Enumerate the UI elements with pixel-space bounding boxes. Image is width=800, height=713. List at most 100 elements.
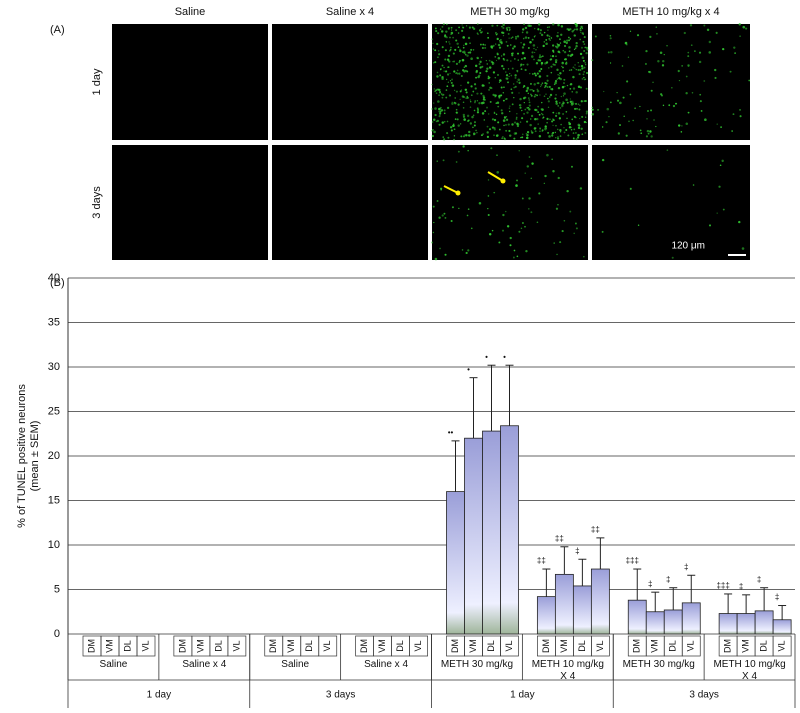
tunel-dot <box>502 135 504 138</box>
tunel-dot <box>434 107 437 110</box>
tunel-dot <box>645 50 648 53</box>
tunel-dot <box>580 31 582 34</box>
tunel-dot <box>446 73 450 76</box>
tunel-dot <box>473 109 476 112</box>
tunel-dot <box>467 81 470 84</box>
tunel-dot <box>561 229 564 233</box>
tunel-dot <box>575 138 578 141</box>
tunel-dot <box>579 86 582 89</box>
tunel-dot <box>467 208 470 210</box>
tunel-dot <box>492 71 496 74</box>
tunel-dot <box>539 29 542 32</box>
tunel-dot <box>649 130 652 133</box>
arrow-head <box>500 178 506 184</box>
tunel-dot <box>456 42 459 45</box>
tunel-dot <box>493 111 495 113</box>
tunel-dot <box>700 110 703 112</box>
tunel-dot <box>446 132 449 135</box>
tunel-dot <box>436 71 439 74</box>
tunel-dot <box>552 118 554 120</box>
tunel-dot <box>524 172 526 174</box>
tunel-dot <box>467 51 470 54</box>
tunel-dot <box>580 127 583 130</box>
tunel-dot <box>440 106 442 109</box>
tunel-dot <box>487 179 490 181</box>
region-label-box <box>772 635 792 657</box>
tunel-dot <box>468 130 471 134</box>
tunel-dot <box>577 133 580 137</box>
x-tick-label: DL <box>122 640 132 652</box>
tunel-dot <box>480 27 482 29</box>
tunel-dot <box>472 126 474 129</box>
tunel-dot <box>444 216 447 219</box>
tunel-dot <box>521 109 523 112</box>
tunel-dot <box>525 31 529 34</box>
tunel-dot <box>522 37 525 40</box>
tunel-dot <box>732 113 735 116</box>
tunel-dot <box>544 86 546 89</box>
tunel-dot <box>474 100 476 102</box>
micrograph <box>432 145 588 260</box>
tunel-dot <box>522 63 525 66</box>
tunel-dot <box>562 82 565 85</box>
micrograph <box>272 24 428 140</box>
tunel-dot <box>439 28 442 30</box>
tunel-dot <box>621 65 624 67</box>
tunel-dot <box>472 90 475 93</box>
tunel-dot <box>505 123 507 126</box>
tunel-dot <box>540 84 543 86</box>
tunel-dot <box>475 129 477 132</box>
tunel-dot <box>557 111 561 115</box>
tunel-dot <box>433 130 436 134</box>
tunel-dot <box>722 47 725 51</box>
tunel-dot <box>559 77 563 81</box>
tunel-dot <box>579 27 582 30</box>
tunel-dot <box>546 121 548 124</box>
tunel-dot <box>528 108 531 111</box>
tunel-dot <box>461 249 464 251</box>
tunel-dot <box>489 100 492 103</box>
region-label-box <box>318 635 338 657</box>
tunel-dot <box>528 72 531 75</box>
tunel-dot <box>585 87 588 90</box>
tunel-dot <box>619 101 622 105</box>
tunel-dot <box>563 44 567 48</box>
tunel-dot <box>442 136 444 138</box>
tunel-dot <box>462 27 465 29</box>
tunel-dot <box>437 88 440 91</box>
tunel-dot <box>443 212 446 215</box>
tunel-dot <box>492 93 495 97</box>
tunel-dot <box>510 37 513 39</box>
micrograph <box>592 24 750 140</box>
tunel-dot <box>434 49 437 52</box>
tunel-dot <box>584 100 587 103</box>
tunel-dot <box>438 107 441 111</box>
tunel-dot <box>566 117 568 120</box>
tunel-dot <box>478 102 481 105</box>
tunel-dot <box>439 67 442 71</box>
tunel-dot <box>555 102 558 105</box>
tunel-dot <box>540 108 543 111</box>
tunel-dot <box>539 130 541 132</box>
tunel-dot <box>546 79 549 82</box>
tunel-dot <box>739 115 742 118</box>
tunel-dot <box>457 150 460 153</box>
group-label-line: METH 10 mg/kg <box>532 659 604 670</box>
tunel-dot <box>487 75 490 78</box>
x-tick-label: VL <box>322 640 332 651</box>
tunel-dot <box>687 55 690 58</box>
tunel-dot <box>537 59 540 62</box>
tunel-dot <box>516 113 518 115</box>
tunel-dot <box>546 86 549 88</box>
tunel-dot <box>557 74 559 76</box>
tunel-dot <box>528 156 531 158</box>
tunel-dot <box>558 117 562 120</box>
tunel-dot <box>502 31 505 35</box>
tunel-dot <box>576 136 580 139</box>
tunel-dot <box>554 79 558 83</box>
column-title: Saline x 4 <box>326 6 374 18</box>
tunel-dot <box>515 35 517 38</box>
tunel-dot <box>469 122 473 125</box>
tunel-dot <box>488 113 490 115</box>
tunel-dot <box>444 34 447 37</box>
